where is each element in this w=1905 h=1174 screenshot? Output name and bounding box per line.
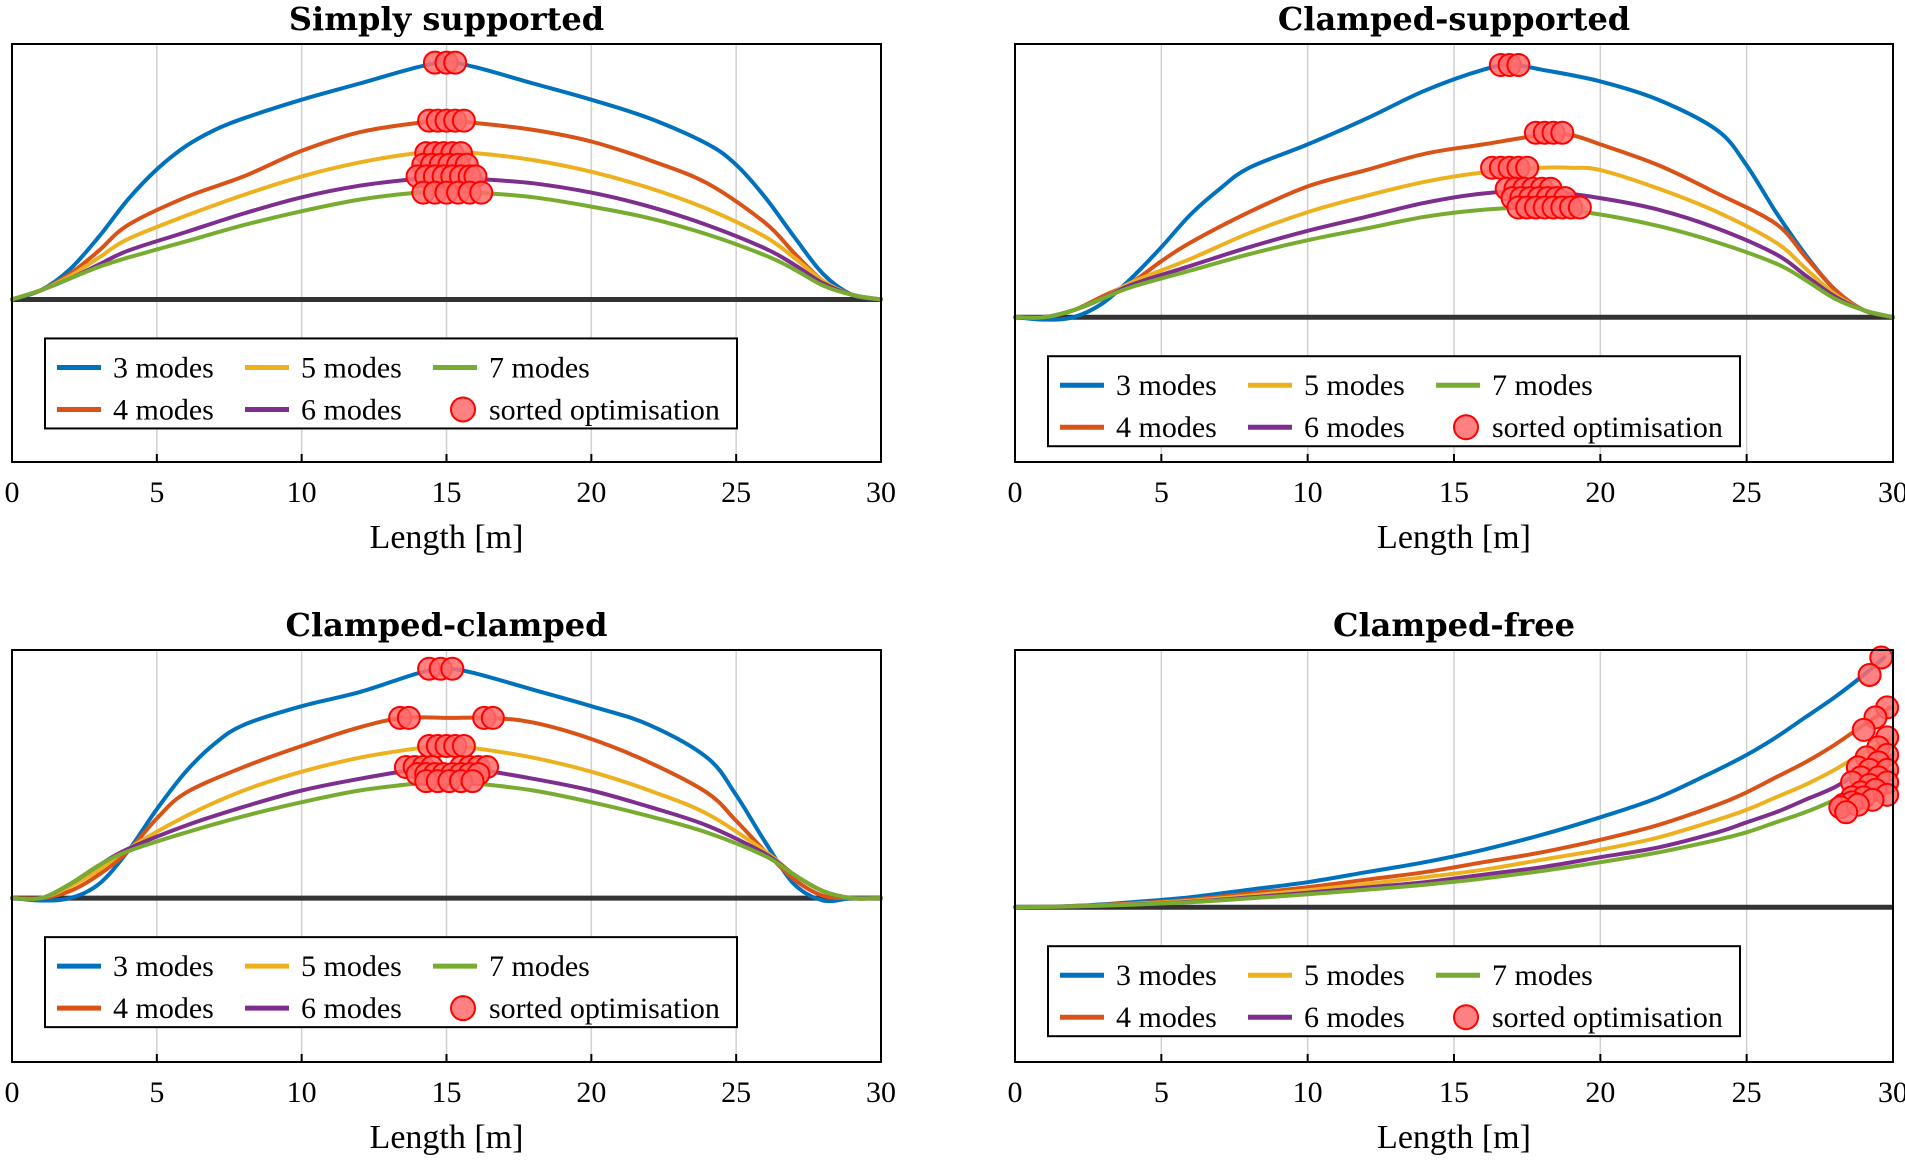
x-tick-label: 10 bbox=[287, 476, 317, 509]
x-tick-label: 25 bbox=[721, 1076, 751, 1109]
series-line-7-modes bbox=[1013, 205, 1895, 320]
panel-4: Clamped-free 0 5 10 15 20 25 30 Length [m] 3 mode… bbox=[1008, 606, 1905, 1156]
series-line-3-modes bbox=[1013, 655, 1887, 910]
legend-label: 3 modes bbox=[113, 950, 214, 983]
optimisation-marker bbox=[1857, 662, 1882, 687]
x-tick-label: 30 bbox=[1878, 1076, 1905, 1109]
legend: 3 modes 5 modes 7 modes 4 modes 6 modes sorte… bbox=[1047, 355, 1741, 448]
legend-label: 6 modes bbox=[301, 393, 402, 426]
legend-label: 3 modes bbox=[1116, 369, 1217, 402]
optimisation-marker bbox=[480, 705, 505, 730]
series-line-3-modes bbox=[1013, 63, 1895, 322]
panel-2: Clamped-supported 0 5 10 15 20 25 30 Length [m] 3… bbox=[1008, 0, 1905, 556]
legend-label: 4 modes bbox=[113, 393, 214, 426]
x-tick-label: 15 bbox=[432, 1076, 462, 1109]
legend-marker bbox=[1453, 414, 1479, 441]
panel-1: Simply supported 0 5 10 15 20 25 30 Length [m] 3 … bbox=[5, 0, 897, 556]
panel-3: Clamped-clamped 0 5 10 15 20 25 30 Length [m] 3 m… bbox=[5, 606, 897, 1156]
optimisation-marker bbox=[460, 769, 485, 794]
optimisation-marker bbox=[1851, 717, 1876, 742]
legend-label: 5 modes bbox=[1304, 959, 1405, 992]
x-tick-label: 15 bbox=[432, 476, 462, 509]
legend-label: 7 modes bbox=[1492, 959, 1593, 992]
x-tick-label: 5 bbox=[149, 476, 164, 509]
legend-box bbox=[1047, 945, 1741, 1038]
x-axis-label: Length [m] bbox=[370, 519, 524, 556]
optimisation-marker bbox=[469, 180, 494, 205]
x-tick-label: 25 bbox=[721, 476, 751, 509]
legend-label: 4 modes bbox=[113, 992, 214, 1025]
legend-label: 6 modes bbox=[301, 992, 402, 1025]
optimisation-marker bbox=[1550, 120, 1575, 145]
legend-label: 4 modes bbox=[1116, 1001, 1217, 1034]
legend-label: sorted optimisation bbox=[1492, 411, 1723, 444]
legend-label: 5 modes bbox=[301, 351, 402, 384]
legend-label: 6 modes bbox=[1304, 411, 1405, 444]
legend-label: 6 modes bbox=[1304, 1001, 1405, 1034]
x-axis-label: Length [m] bbox=[1377, 519, 1531, 556]
x-tick-label: 20 bbox=[1585, 1076, 1615, 1109]
legend-marker bbox=[450, 396, 476, 423]
legend-label: sorted optimisation bbox=[489, 992, 720, 1025]
x-tick-label: 20 bbox=[576, 476, 606, 509]
x-tick-label: 10 bbox=[1293, 476, 1323, 509]
x-tick-label: 20 bbox=[576, 1076, 606, 1109]
x-tick-label: 0 bbox=[1008, 476, 1023, 509]
legend-label: 5 modes bbox=[301, 950, 402, 983]
x-tick-label: 25 bbox=[1732, 476, 1762, 509]
x-tick-label: 30 bbox=[866, 1076, 896, 1109]
optimisation-marker bbox=[1567, 195, 1592, 220]
legend-label: 5 modes bbox=[1304, 369, 1405, 402]
legend: 3 modes 5 modes 7 modes 4 modes 6 modes sorte… bbox=[44, 337, 738, 430]
optimisation-marker bbox=[451, 733, 476, 758]
legend-label: 7 modes bbox=[489, 351, 590, 384]
legend-label: sorted optimisation bbox=[1492, 1001, 1723, 1034]
legend: 3 modes 5 modes 7 modes 4 modes 6 modes sorte… bbox=[44, 936, 738, 1029]
optimisation-marker bbox=[1834, 800, 1859, 825]
optimisation-marker bbox=[1515, 155, 1540, 180]
legend-marker bbox=[450, 995, 476, 1022]
x-tick-label: 15 bbox=[1439, 476, 1469, 509]
legend-label: 7 modes bbox=[489, 950, 590, 983]
x-tick-label: 0 bbox=[5, 476, 20, 509]
optimisation-marker bbox=[443, 50, 468, 75]
chart-title: Clamped-free bbox=[1333, 606, 1575, 644]
x-tick-label: 0 bbox=[5, 1076, 20, 1109]
x-tick-label: 30 bbox=[866, 476, 896, 509]
legend-label: 3 modes bbox=[113, 351, 214, 384]
optimisation-marker bbox=[440, 656, 465, 681]
x-tick-label: 20 bbox=[1585, 476, 1615, 509]
chart-title: Clamped-supported bbox=[1278, 0, 1630, 38]
legend-box bbox=[44, 936, 738, 1029]
legend-label: sorted optimisation bbox=[489, 393, 720, 426]
x-tick-label: 10 bbox=[287, 1076, 317, 1109]
legend-label: 3 modes bbox=[1116, 959, 1217, 992]
chart-title: Clamped-clamped bbox=[286, 606, 608, 644]
legend-box bbox=[1047, 355, 1741, 448]
x-tick-label: 0 bbox=[1008, 1076, 1023, 1109]
series-line-7-modes bbox=[1013, 767, 1895, 910]
optimisation-marker bbox=[451, 108, 476, 133]
legend-label: 4 modes bbox=[1116, 411, 1217, 444]
optimisation-marker bbox=[396, 705, 421, 730]
x-tick-label: 5 bbox=[149, 1076, 164, 1109]
x-tick-label: 10 bbox=[1293, 1076, 1323, 1109]
legend-box bbox=[44, 337, 738, 430]
x-tick-label: 15 bbox=[1439, 1076, 1469, 1109]
x-tick-label: 25 bbox=[1732, 1076, 1762, 1109]
x-axis-label: Length [m] bbox=[370, 1119, 524, 1156]
legend-marker bbox=[1453, 1004, 1479, 1031]
chart-title: Simply supported bbox=[289, 0, 604, 38]
x-tick-label: 5 bbox=[1154, 1076, 1169, 1109]
x-tick-label: 30 bbox=[1878, 476, 1905, 509]
legend: 3 modes 5 modes 7 modes 4 modes 6 modes sorte… bbox=[1047, 945, 1741, 1038]
optimisation-marker bbox=[1506, 53, 1531, 78]
x-tick-label: 5 bbox=[1154, 476, 1169, 509]
legend-label: 7 modes bbox=[1492, 369, 1593, 402]
x-axis-label: Length [m] bbox=[1377, 1119, 1531, 1156]
